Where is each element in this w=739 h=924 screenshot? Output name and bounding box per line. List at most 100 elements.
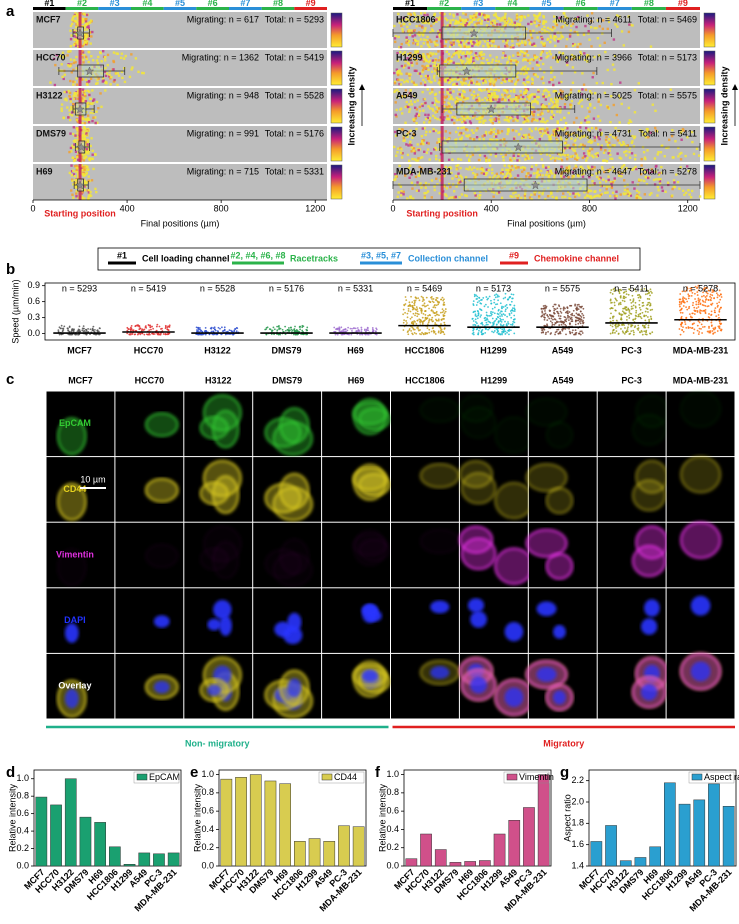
density-cell <box>566 171 570 174</box>
density-cell <box>428 45 431 49</box>
density-cell <box>70 111 74 114</box>
density-cell <box>554 133 558 136</box>
density-cell <box>89 31 92 34</box>
density-cell <box>502 88 506 92</box>
density-cell <box>468 134 471 137</box>
density-cell <box>437 140 441 144</box>
density-cell <box>85 147 89 151</box>
density-cell <box>528 127 531 131</box>
density-cell <box>508 171 512 174</box>
density-cell <box>453 116 457 119</box>
density-cell <box>482 138 485 141</box>
point <box>72 330 75 332</box>
panel-letter: a <box>6 3 15 20</box>
start-label: Starting position <box>44 208 116 218</box>
density-cell <box>656 185 660 189</box>
density-cell <box>497 191 501 194</box>
density-cell <box>553 76 556 79</box>
density-cell <box>455 82 459 86</box>
density-cell <box>490 40 493 43</box>
row-label: DMS79 <box>36 128 66 138</box>
x-tick-label: 1200 <box>305 203 325 213</box>
density-cell <box>504 17 507 21</box>
density-cell <box>599 193 603 197</box>
density-cell <box>473 42 476 45</box>
point <box>422 296 424 299</box>
density-cell <box>425 151 428 154</box>
density-cell <box>660 145 663 148</box>
density-cell <box>403 139 407 142</box>
density-cell <box>510 20 513 24</box>
density-cell <box>419 82 423 85</box>
density-cell <box>650 192 653 195</box>
density-cell <box>76 40 80 43</box>
density-cell <box>86 140 90 144</box>
density-cell <box>83 19 86 22</box>
density-cell <box>419 38 423 41</box>
point <box>411 301 414 304</box>
density-cell <box>416 143 419 146</box>
density-cell <box>532 106 535 109</box>
density-cell <box>495 177 499 180</box>
x-tick-label: 400 <box>484 203 499 213</box>
density-cell <box>684 191 688 194</box>
density-cell <box>549 36 553 39</box>
density-cell <box>447 58 450 61</box>
point <box>289 329 291 332</box>
density-cell <box>494 117 498 120</box>
density-cell <box>450 43 453 47</box>
point <box>434 333 437 335</box>
density-cell <box>406 197 409 200</box>
density-cell <box>89 194 93 197</box>
density-cell <box>450 59 453 63</box>
point <box>83 330 86 332</box>
density-cell <box>460 98 463 101</box>
density-cell <box>611 166 615 169</box>
density-cell <box>80 94 84 98</box>
density-cell <box>92 167 95 171</box>
density-cell <box>523 16 527 19</box>
density-cell <box>109 77 112 80</box>
density-cell <box>602 178 605 181</box>
density-cell <box>568 33 572 36</box>
density-cell <box>579 165 582 169</box>
density-cell <box>68 96 72 99</box>
point <box>406 322 408 324</box>
colorbar <box>703 12 716 48</box>
plot-frame <box>44 282 736 341</box>
point <box>420 295 423 298</box>
density-cell <box>532 73 536 76</box>
density-cell <box>610 95 613 98</box>
density-cell <box>558 81 561 85</box>
density-cell <box>459 174 462 178</box>
density-cell <box>535 61 539 64</box>
density-cell <box>400 156 404 159</box>
density-cell <box>681 127 685 131</box>
density-cell <box>101 77 105 80</box>
density-cell <box>423 81 427 84</box>
density-cell <box>468 58 471 61</box>
density-cell <box>445 18 449 22</box>
density-cell <box>629 23 632 27</box>
density-cell <box>61 51 65 54</box>
density-cell <box>561 52 565 55</box>
density-cell <box>623 151 626 154</box>
density-cell <box>448 131 452 135</box>
density-cell <box>470 42 474 46</box>
density-cell <box>449 21 452 25</box>
density-cell <box>551 133 554 137</box>
density-cell <box>626 188 629 191</box>
density-cell <box>83 28 86 32</box>
density-cell <box>596 143 600 146</box>
density-cell <box>87 179 90 182</box>
density-cell <box>614 126 617 130</box>
point <box>92 329 95 332</box>
density-cell <box>483 154 487 158</box>
density-cell <box>457 20 460 23</box>
density-cell <box>635 196 639 200</box>
density-cell <box>489 153 492 156</box>
density-cell <box>421 139 424 143</box>
density-cell <box>416 181 419 184</box>
density-cell <box>576 192 579 195</box>
density-cell <box>664 190 667 193</box>
